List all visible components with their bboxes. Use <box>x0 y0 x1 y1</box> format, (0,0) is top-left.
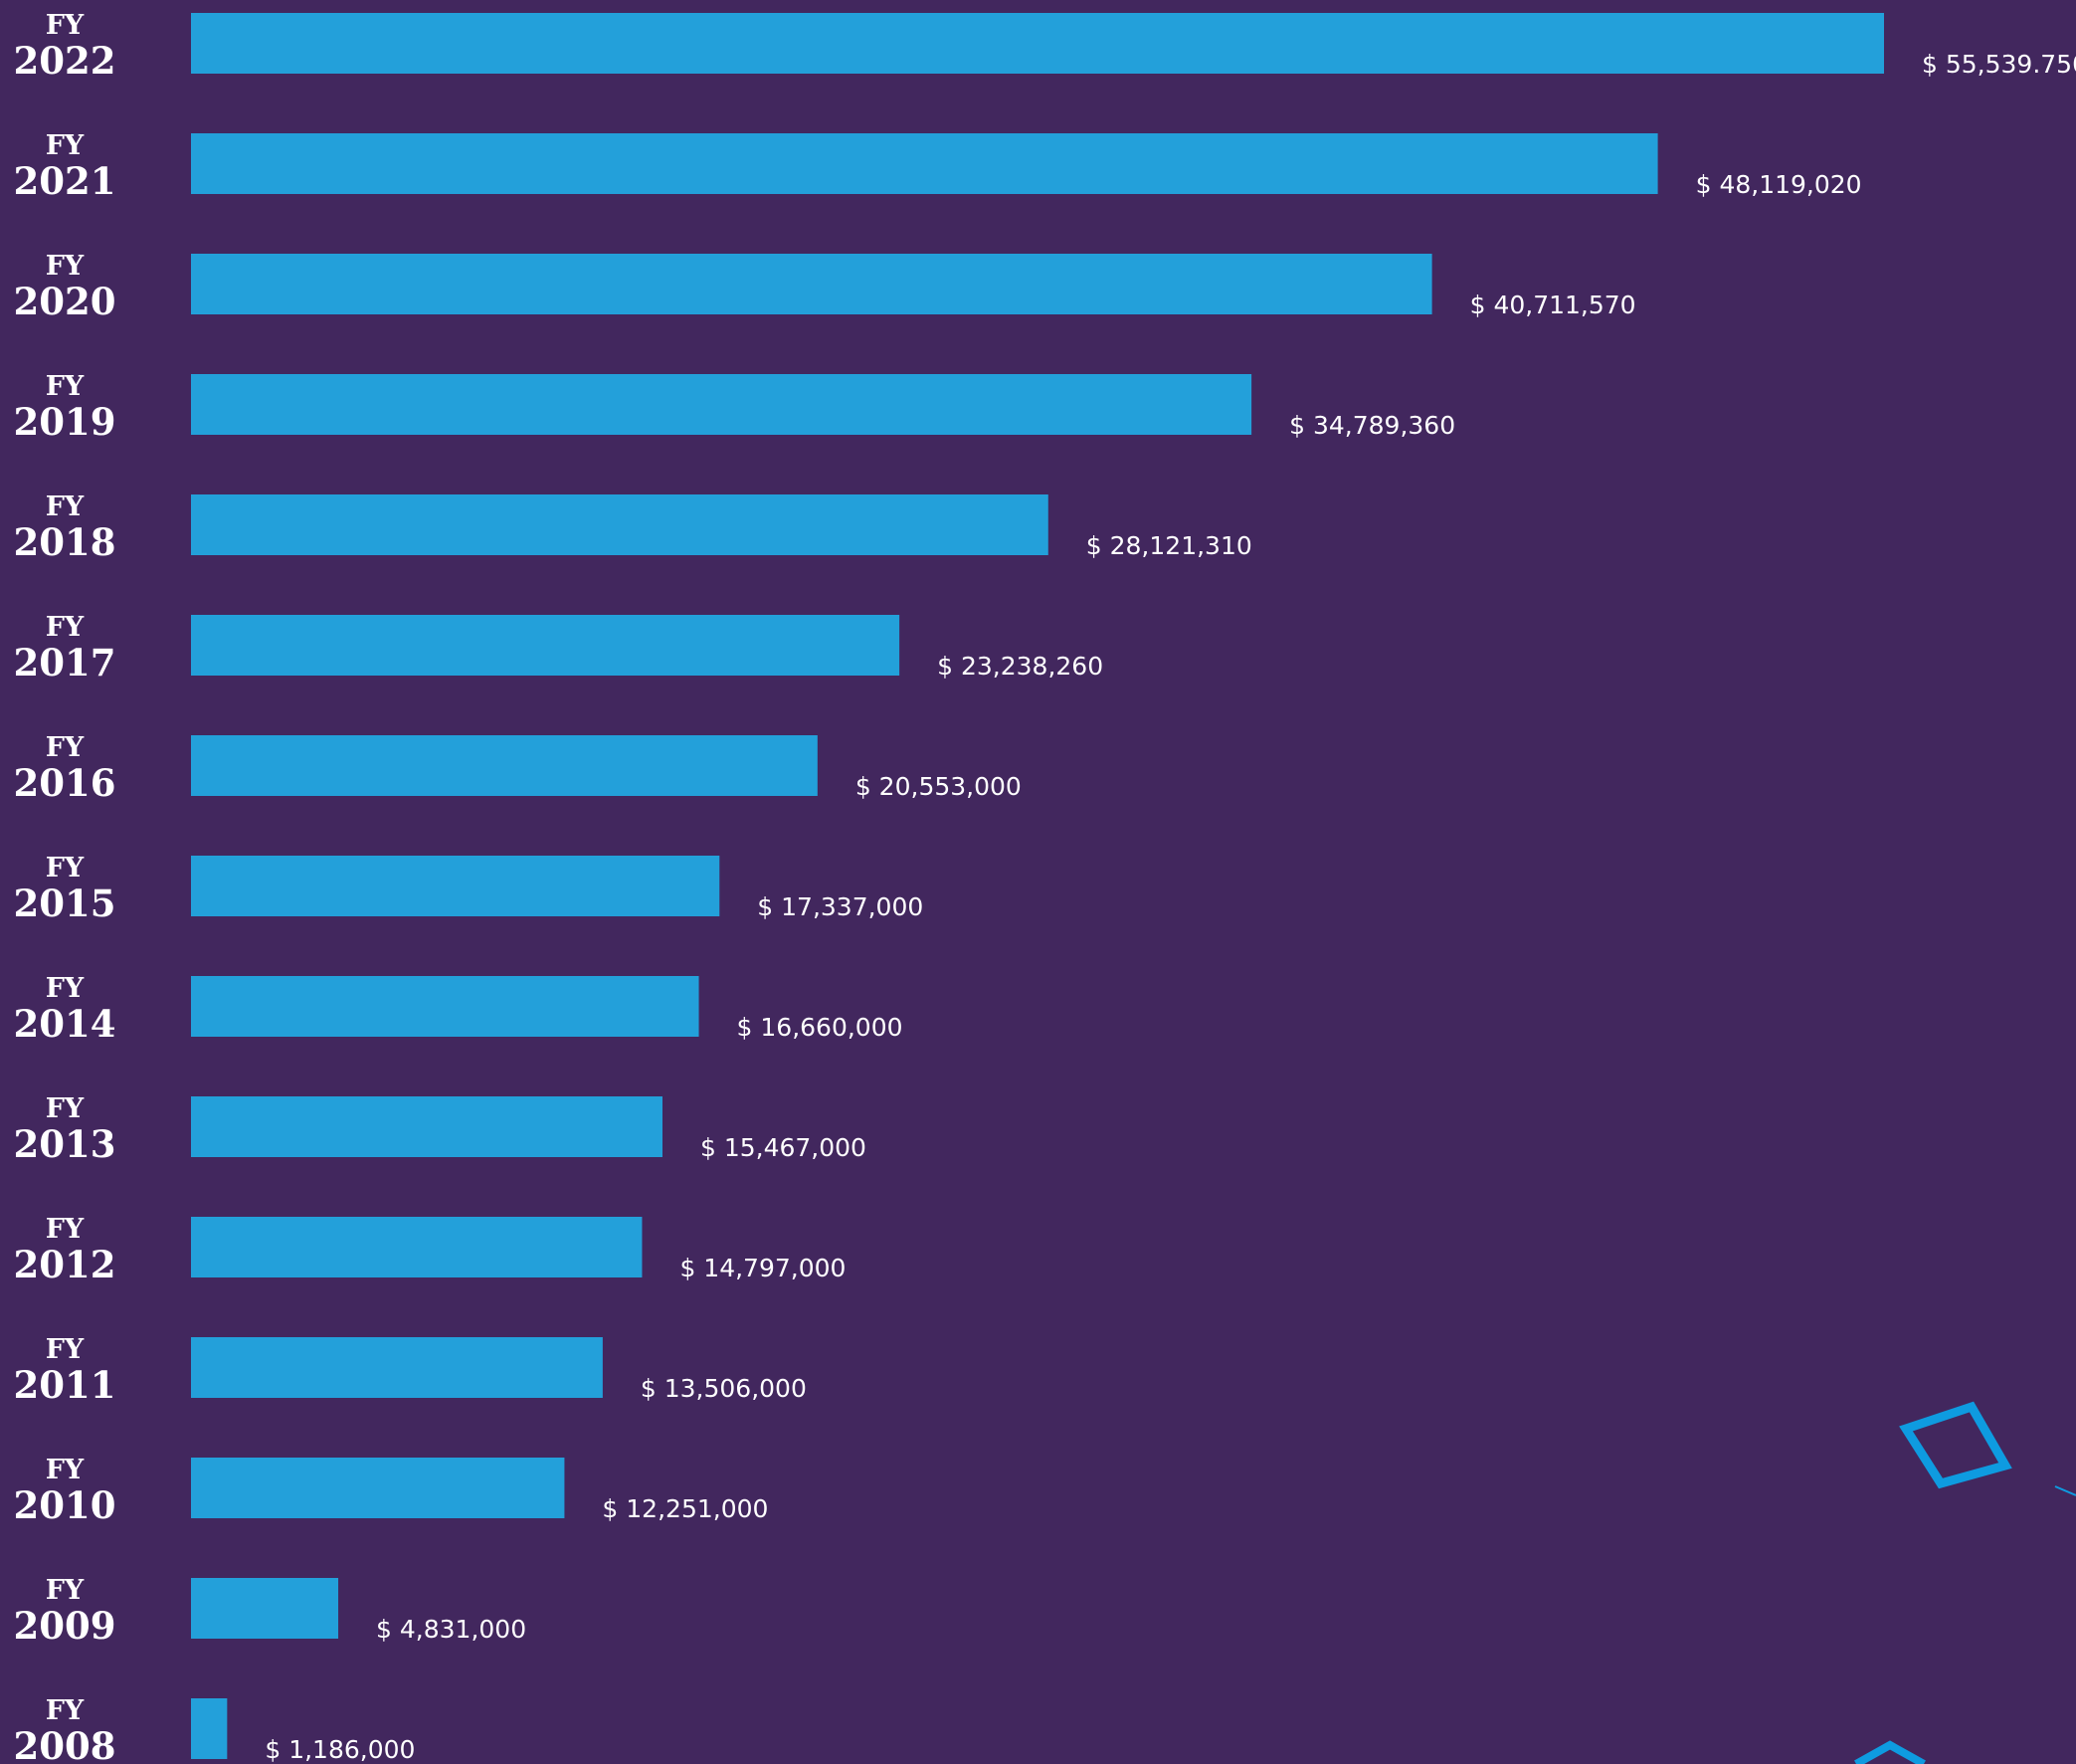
category-prefix-label: FY <box>46 130 85 161</box>
value-labels: $ 55,539.750 $ 48,119,020 $ 40,711,570 $ 34… <box>265 50 2076 1764</box>
category-year-label: 2018 <box>14 520 116 564</box>
bar-fy-2014 <box>191 976 699 1037</box>
category-prefix-label: FY <box>46 612 85 643</box>
category-prefix-label: FY <box>46 1093 85 1124</box>
bar-fy-2015 <box>191 856 720 916</box>
bar-fy-2017 <box>191 615 900 676</box>
category-year-label: 2015 <box>14 882 116 925</box>
value-label-fy-2013: $ 15,467,000 <box>700 1133 866 1162</box>
category-labels: FY2022FY2021FY2020FY2019FY2018FY2017FY20… <box>14 10 116 1764</box>
category-year-label: 2020 <box>14 280 116 323</box>
category-prefix-label: FY <box>46 491 85 522</box>
category-year-label: 2016 <box>14 761 116 805</box>
bar-fy-2008 <box>191 1698 228 1759</box>
bar-fy-2021 <box>191 133 1658 194</box>
accent-line-decoration <box>2054 1485 2076 1496</box>
value-label-fy-2022: $ 55,539.750 <box>1922 50 2076 79</box>
value-label-fy-2009: $ 4,831,000 <box>376 1615 526 1644</box>
value-label-fy-2014: $ 16,660,000 <box>737 1013 903 1042</box>
category-prefix-label: FY <box>46 1214 85 1245</box>
bar-fy-2010 <box>191 1458 565 1518</box>
bar-fy-2009 <box>191 1578 339 1639</box>
diamond-outline-partial-decoration <box>1854 1740 1926 1764</box>
bar-fy-2012 <box>191 1217 643 1277</box>
bar-fy-2022 <box>191 13 1884 74</box>
category-year-label: 2013 <box>14 1122 116 1166</box>
category-prefix-label: FY <box>46 1695 85 1726</box>
category-prefix-label: FY <box>46 10 85 41</box>
bar-fy-2020 <box>191 254 1432 314</box>
bar-fy-2016 <box>191 735 818 796</box>
category-year-label: 2008 <box>14 1724 116 1764</box>
category-prefix-label: FY <box>46 1455 85 1485</box>
value-label-fy-2012: $ 14,797,000 <box>679 1254 846 1282</box>
value-label-fy-2008: $ 1,186,000 <box>265 1735 415 1764</box>
category-prefix-label: FY <box>46 853 85 883</box>
value-label-fy-2010: $ 12,251,000 <box>602 1494 768 1523</box>
value-label-fy-2021: $ 48,119,020 <box>1696 170 1862 199</box>
category-year-label: 2012 <box>14 1243 116 1286</box>
category-prefix-label: FY <box>46 371 85 402</box>
category-year-label: 2019 <box>14 400 116 444</box>
diamond-outline-decoration <box>1899 1401 2012 1489</box>
bar-group <box>191 13 1884 1759</box>
category-prefix-label: FY <box>46 251 85 282</box>
category-year-label: 2014 <box>14 1002 116 1046</box>
bar-fy-2019 <box>191 374 1252 435</box>
category-prefix-label: FY <box>46 732 85 763</box>
value-label-fy-2017: $ 23,238,260 <box>937 652 1103 681</box>
category-prefix-label: FY <box>46 973 85 1004</box>
value-label-fy-2019: $ 34,789,360 <box>1289 411 1455 440</box>
bar-fy-2013 <box>191 1096 662 1157</box>
value-label-fy-2015: $ 17,337,000 <box>757 892 923 921</box>
value-label-fy-2018: $ 28,121,310 <box>1086 531 1252 560</box>
value-label-fy-2020: $ 40,711,570 <box>1470 291 1636 319</box>
category-year-label: 2021 <box>14 159 116 203</box>
value-label-fy-2011: $ 13,506,000 <box>641 1374 807 1403</box>
value-label-fy-2016: $ 20,553,000 <box>855 772 1022 801</box>
bar-fy-2018 <box>191 494 1048 555</box>
category-prefix-label: FY <box>46 1575 85 1606</box>
category-year-label: 2009 <box>14 1604 116 1648</box>
category-prefix-label: FY <box>46 1334 85 1365</box>
decorations <box>1854 1401 2076 1764</box>
bar-fy-2011 <box>191 1337 603 1398</box>
category-year-label: 2010 <box>14 1483 116 1527</box>
category-year-label: 2011 <box>14 1363 116 1407</box>
category-year-label: 2022 <box>14 39 116 83</box>
category-year-label: 2017 <box>14 641 116 685</box>
